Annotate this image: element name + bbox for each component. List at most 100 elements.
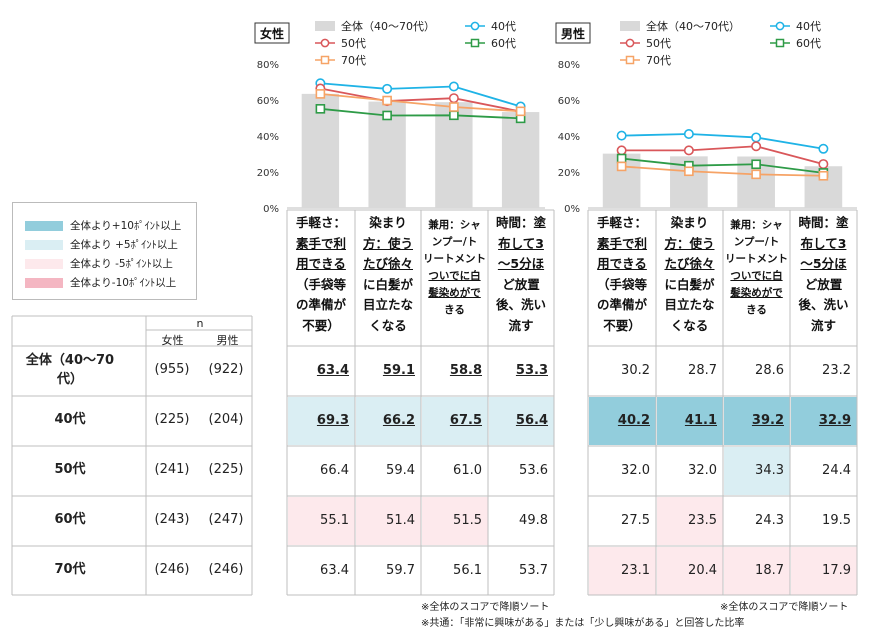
legend-marker — [625, 38, 635, 48]
female-chart: 0% 20% 40% 60% 80% 女性 全体（40～70代） 40代 50代 60代 70代 — [254, 19, 545, 215]
n-header: n — [196, 317, 204, 330]
female-cell: 53.6 — [519, 463, 548, 478]
male-col-header-3: 兼用：シャ ンプー/ト リートメント ついでに白 髪染めがで きる — [723, 217, 790, 319]
female-cell: 59.7 — [386, 563, 415, 578]
y-tick-label: 40% — [558, 132, 580, 143]
n-male: (922) — [208, 362, 244, 377]
female-cell: 56.4 — [489, 397, 554, 445]
female-col-header-1-line-5: の準備が — [295, 297, 346, 312]
series-point — [751, 141, 762, 152]
legend-marker — [775, 38, 785, 48]
male-cell: 23.2 — [822, 363, 851, 378]
legend-label: 50代 — [341, 37, 366, 50]
male-cell: 28.7 — [688, 363, 717, 378]
female-cell: 66.4 — [320, 463, 349, 478]
female-cell: 51.4 — [356, 497, 421, 545]
female-col-header-4-line-5: 後、洗い — [495, 297, 546, 312]
male-col-header-1-line-4: （手袋等 — [596, 276, 647, 292]
female-cell: 63.4 — [320, 563, 349, 578]
series-point — [449, 102, 459, 112]
legend-label: 40代 — [796, 20, 821, 33]
male-col-header-4-line-6: 流す — [810, 317, 836, 333]
male-col-header-3-line-3: リートメント — [725, 253, 788, 265]
legend-marker — [320, 38, 330, 48]
legend-label: 50代 — [646, 37, 671, 50]
row-label: 50代 — [54, 462, 86, 477]
legend-label: 40代 — [491, 20, 516, 33]
legend-label-minus10: 全体より-10ﾎﾟｲﾝﾄ以上 — [70, 277, 177, 289]
chart-title: 女性 — [260, 26, 284, 41]
male-cell: 20.4 — [657, 547, 723, 595]
female-col-header-2-line-2: 方：使う — [362, 235, 413, 251]
chart-title-box — [254, 22, 290, 44]
legend-marker — [470, 38, 480, 48]
male-cell: 23.1 — [589, 547, 656, 595]
series-point — [315, 89, 326, 99]
female-cell: 53.3 — [515, 363, 548, 378]
legend-marker — [320, 55, 330, 65]
female-cell: 58.8 — [449, 363, 482, 378]
n-female: (241) — [154, 462, 190, 477]
male-cell: 32.0 — [621, 463, 650, 478]
y-tick-label: 0% — [263, 204, 279, 215]
series-point — [382, 95, 392, 106]
male-col-header-4-line-5: 後、洗い — [798, 297, 849, 312]
female-col-header-2-line-5: 目立たな — [362, 297, 413, 312]
male-col-header-1-line-2: 素手で利 — [596, 235, 647, 251]
female-col-header-3-line-2: ンプー/ト — [431, 236, 478, 248]
male-col-header-1: 手軽さ： 素手で利 用できる （手袋等 の準備が 不要） — [588, 213, 656, 336]
series-point — [616, 161, 627, 172]
female-cell: 69.3 — [288, 397, 355, 445]
series-line — [621, 165, 824, 177]
female-col-header-4-line-4: ど放置 — [502, 276, 540, 292]
legend-swatch-plus10 — [25, 221, 63, 231]
legend-label: 60代 — [796, 37, 821, 50]
series-point — [683, 145, 694, 156]
female-cell: 67.5 — [422, 397, 488, 445]
male-col-header-4-line-4: ど放置 — [804, 276, 843, 292]
series-line — [320, 87, 521, 113]
female-col-header-1: 手軽さ： 素手で利 用できる （手袋等 の準備が 不要） — [287, 213, 355, 336]
male-col-header-4: 時間：塗 布して3 ～5分ほ ど放置 後、洗い 流す — [790, 213, 857, 336]
female-col-header-1-line-2: 素手で利 — [295, 235, 346, 251]
note-sort-male: ※全体のスコアで降順ソート — [720, 602, 849, 613]
male-cell: 28.6 — [755, 363, 784, 378]
female-cell: 51.5 — [422, 497, 488, 545]
male-cell: 34.3 — [724, 447, 790, 495]
series-line — [320, 92, 521, 113]
female-cell: 53.7 — [519, 563, 548, 578]
female-col-header-2: 染まり 方：使う たび徐々 に白髪が 目立たな くなる — [355, 213, 421, 336]
male-chart: 0% 20% 40% 60% 80% 男性 全体（40～70代） 40代 50代 60代 70代 — [555, 19, 857, 215]
series-point — [382, 83, 393, 94]
y-tick-label: 60% — [257, 96, 279, 107]
male-cell: 17.9 — [791, 547, 857, 595]
n-male: (204) — [208, 412, 244, 427]
male-col-header-4-line-2: 布して3 — [800, 235, 847, 251]
n-header-male: 男性 — [216, 334, 239, 347]
male-col-header-1-line-1: 手軽さ： — [596, 215, 647, 230]
n-header-female: 女性 — [161, 334, 184, 347]
female-col-header-2-line-1: 染まり — [369, 215, 407, 230]
male-cell: 32.9 — [791, 397, 857, 445]
female-col-header-2-line-3: たび徐々 — [362, 256, 413, 271]
male-col-header-4-line-3: ～5分ほ — [800, 256, 847, 271]
female-col-header-1-line-6: 不要） — [302, 317, 340, 333]
male-col-header-2-line-2: 方：使う — [664, 235, 715, 251]
n-male: (225) — [208, 462, 244, 477]
legend-label-overall: 全体（40～70代） — [341, 19, 435, 33]
female-col-header-1-line-1: 手軽さ： — [295, 215, 346, 230]
male-cell: 41.1 — [657, 397, 723, 445]
male-col-header-3-line-5: 髪染めがで — [730, 287, 783, 299]
female-col-header-2-line-6: くなる — [369, 317, 407, 333]
female-col-header-1-line-3: 用できる — [296, 256, 346, 271]
legend-label-plus5: 全体より +5ﾎﾟｲﾝﾄ以上 — [70, 239, 178, 251]
series-point — [751, 169, 761, 180]
female-col-header-4-line-3: ～5分ほ — [497, 256, 545, 271]
row-label: 全体（40～70代） — [25, 353, 115, 387]
row-label: 40代 — [54, 412, 86, 427]
male-col-header-2: 染まり 方：使う たび徐々 に白髪が 目立たな くなる — [656, 213, 723, 336]
n-male: (247) — [208, 512, 244, 527]
male-col-header-2-line-5: 目立たな — [664, 297, 715, 312]
chart-title-box — [555, 22, 591, 44]
